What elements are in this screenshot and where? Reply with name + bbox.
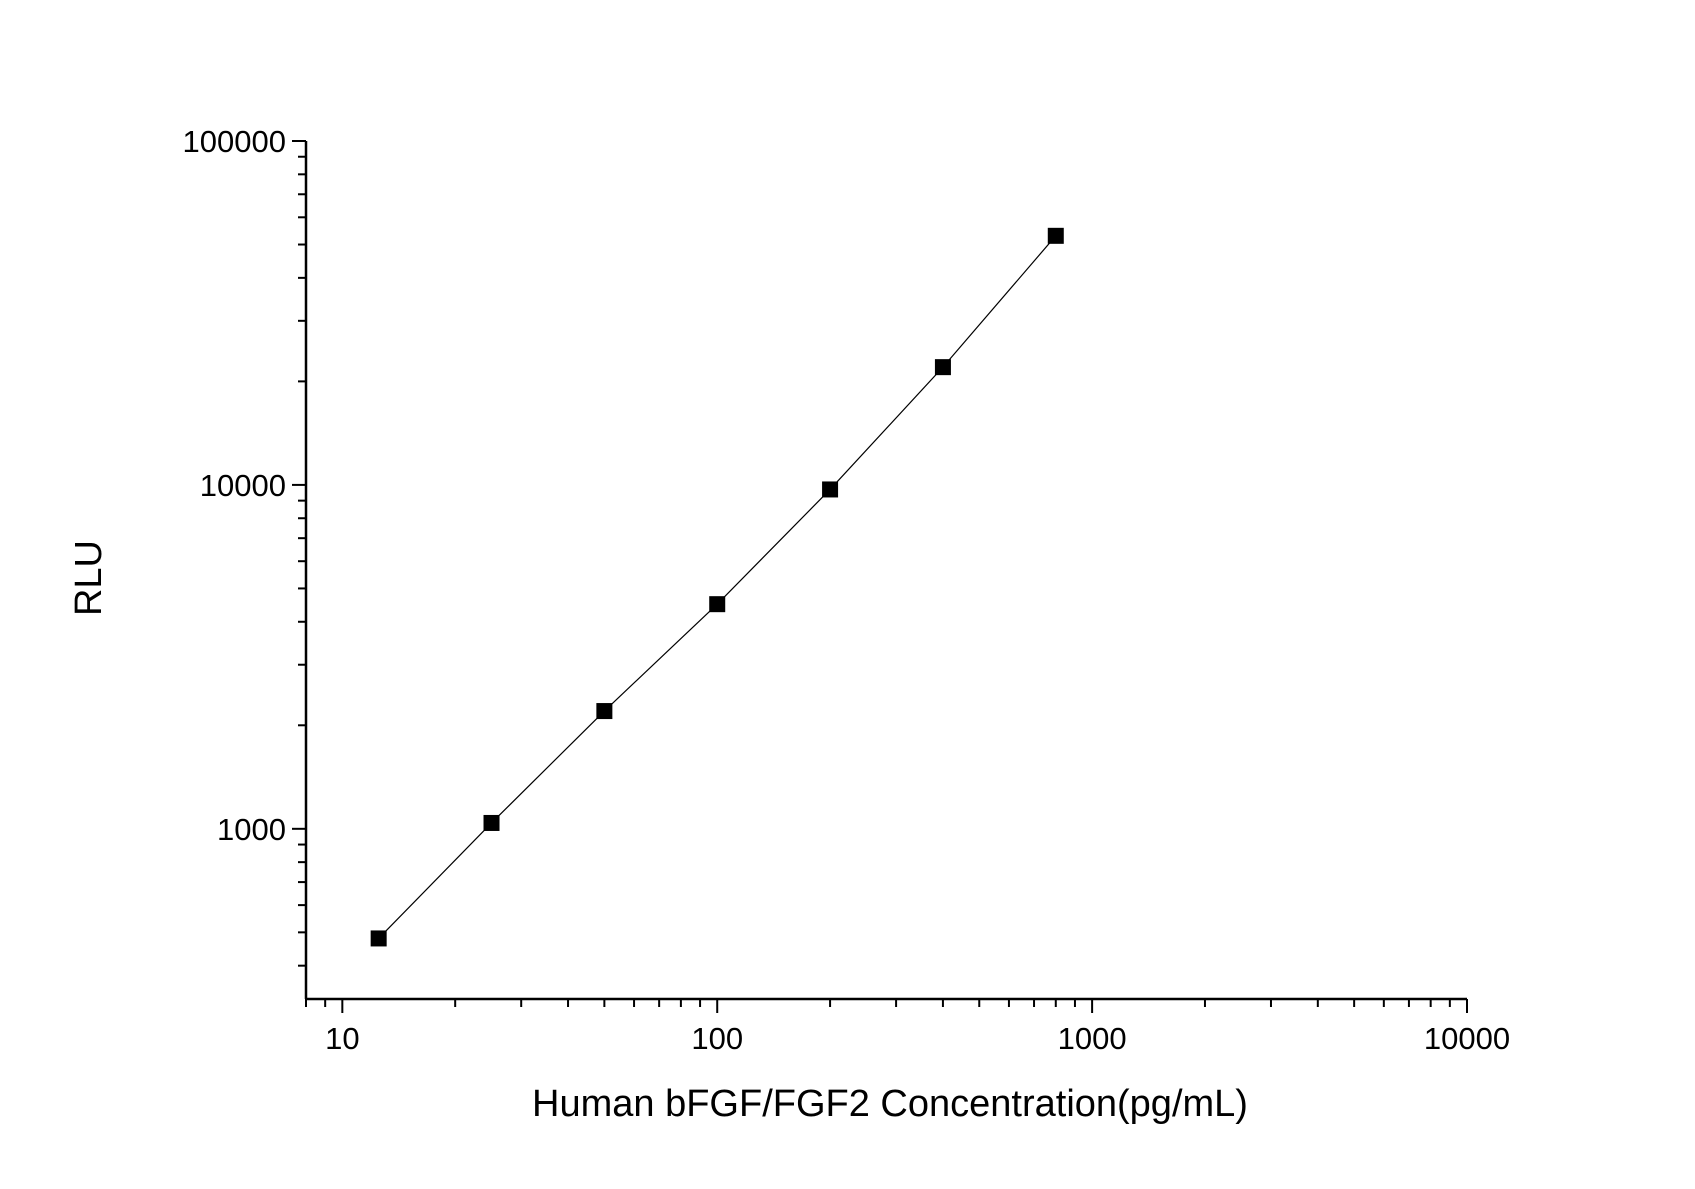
data-point-square [370,930,387,947]
tick-labels: 10 100 1000 10000 1000 10000 100000 [183,124,1511,1056]
data-point-square [483,814,500,831]
x-tick-label: 100 [691,1021,743,1056]
data-points [370,227,1064,947]
data-point-square [822,481,839,498]
fit-line [378,235,1057,939]
ticks [292,140,1468,1013]
y-tick-label: 1000 [217,812,286,847]
data-point-square [934,359,951,376]
y-tick-label: 10000 [200,468,286,503]
x-tick-label: 10 [325,1021,359,1056]
axes [304,141,1467,1001]
x-tick-label: 1000 [1058,1021,1127,1056]
y-axis-title: RLU [68,540,110,616]
data-point-square [1047,227,1064,244]
x-tick-label: 10000 [1424,1021,1510,1056]
y-tick-label: 100000 [183,124,286,159]
fit-lines [378,235,1057,939]
x-axis-title: Human bFGF/FGF2 Concentration(pg/mL) [532,1083,1248,1125]
data-point-square [596,703,613,720]
data-point-square [709,596,726,613]
